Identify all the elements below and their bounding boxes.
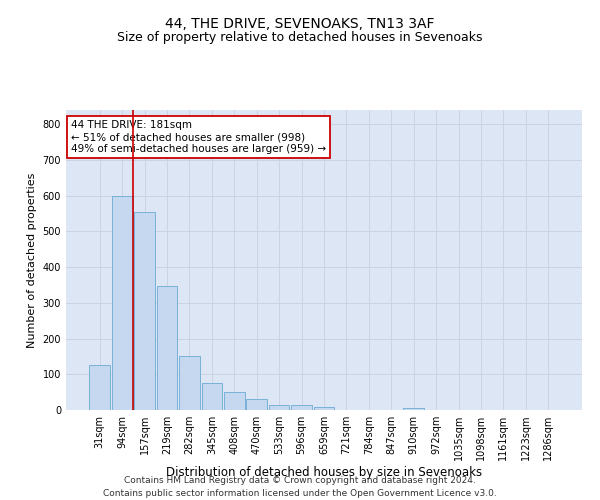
Bar xyxy=(247,400,267,410)
Bar xyxy=(179,356,200,410)
Text: Size of property relative to detached houses in Sevenoaks: Size of property relative to detached ho… xyxy=(117,31,483,44)
Text: Contains HM Land Registry data © Crown copyright and database right 2024.
Contai: Contains HM Land Registry data © Crown c… xyxy=(103,476,497,498)
Bar xyxy=(112,196,133,410)
Y-axis label: Number of detached properties: Number of detached properties xyxy=(27,172,37,348)
X-axis label: Distribution of detached houses by size in Sevenoaks: Distribution of detached houses by size … xyxy=(166,466,482,479)
Bar xyxy=(403,408,424,410)
Bar xyxy=(291,406,312,410)
Bar xyxy=(157,286,178,410)
Text: 44 THE DRIVE: 181sqm
← 51% of detached houses are smaller (998)
49% of semi-deta: 44 THE DRIVE: 181sqm ← 51% of detached h… xyxy=(71,120,326,154)
Bar xyxy=(269,405,289,410)
Bar xyxy=(202,383,222,410)
Bar xyxy=(134,212,155,410)
Bar xyxy=(224,392,245,410)
Text: 44, THE DRIVE, SEVENOAKS, TN13 3AF: 44, THE DRIVE, SEVENOAKS, TN13 3AF xyxy=(165,18,435,32)
Bar xyxy=(314,407,334,410)
Bar xyxy=(89,366,110,410)
